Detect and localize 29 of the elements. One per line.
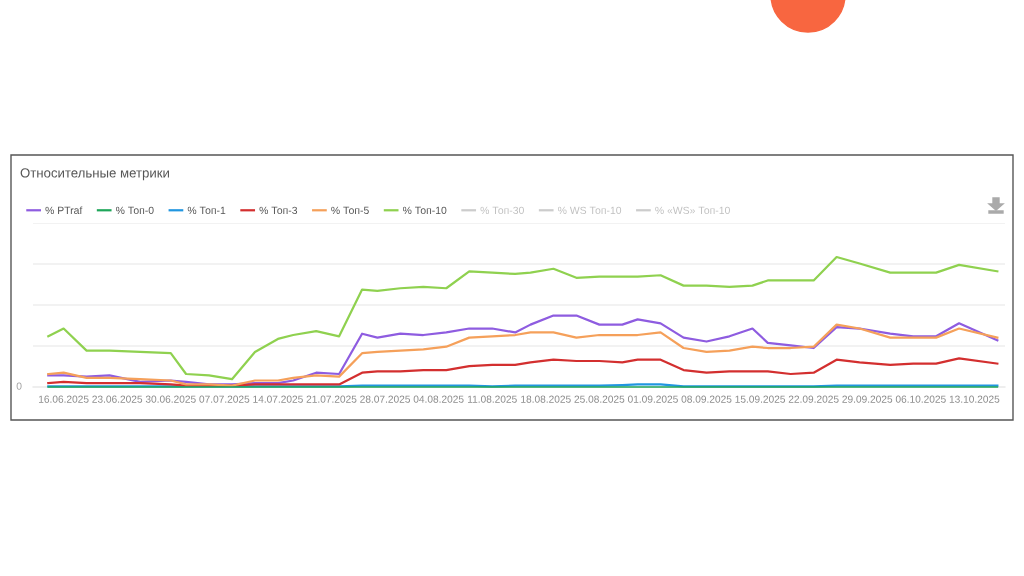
- x-tick-label: 06.10.2025: [895, 395, 946, 403]
- x-tick-label: 29.09.2025: [842, 395, 893, 403]
- x-tick-label: 11.08.2025: [467, 395, 517, 403]
- legend-label: % Топ-1: [187, 206, 226, 215]
- legend-label: % Топ-5: [331, 206, 369, 215]
- legend-label: % Топ-30: [480, 206, 524, 215]
- x-tick-label: 18.08.2025: [521, 395, 571, 403]
- x-tick-label: 30.06.2025: [145, 395, 196, 403]
- x-tick-label: 04.08.2025: [413, 395, 464, 403]
- legend-label: % PTraf: [45, 206, 83, 215]
- x-tick-label: 25.08.2025: [574, 395, 625, 403]
- legend-label: % Топ-10: [402, 206, 447, 215]
- x-tick-label: 16.06.2025: [39, 395, 89, 403]
- legend-label: % Топ-3: [259, 206, 298, 215]
- legend-label: % WS Топ-10: [558, 206, 622, 215]
- x-tick-label: 14.07.2025: [253, 395, 303, 403]
- x-tick-label: 08.09.2025: [681, 395, 732, 403]
- x-tick-label: 07.07.2025: [199, 395, 250, 403]
- x-tick-label: 23.06.2025: [92, 395, 143, 403]
- chart-title: Относительные метрики: [20, 168, 169, 181]
- x-tick-label: 21.07.2025: [306, 395, 357, 403]
- legend-label: % Топ-0: [116, 206, 154, 215]
- x-tick-label: 13.10.2025: [949, 395, 1000, 403]
- x-tick-label: 01.09.2025: [627, 395, 678, 403]
- legend-label: % «WS» Топ-10: [655, 206, 730, 215]
- x-tick-label: 28.07.2025: [360, 395, 411, 403]
- x-tick-label: 22.09.2025: [788, 395, 839, 403]
- x-tick-label: 15.09.2025: [735, 395, 786, 403]
- text: 0: [16, 382, 22, 390]
